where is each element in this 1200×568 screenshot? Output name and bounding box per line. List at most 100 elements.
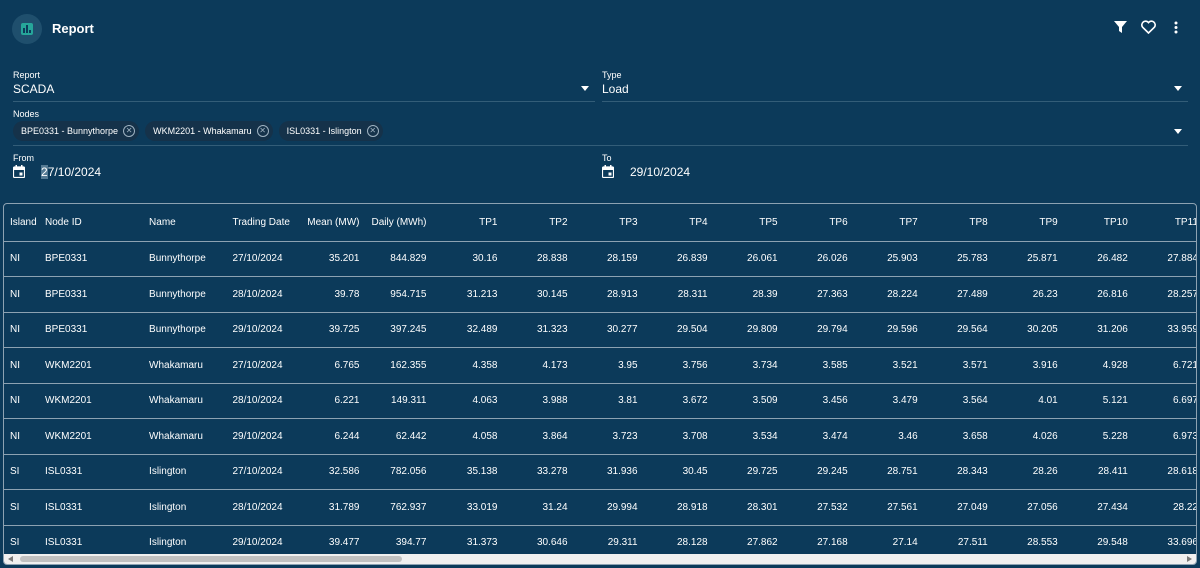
table-cell: 3.916 [993,347,1064,384]
page-title: Report [52,21,94,36]
column-header[interactable]: TP1 [432,204,504,242]
more-vert-icon[interactable] [1168,18,1184,36]
column-header[interactable]: TP7 [853,204,924,242]
table-cell: 26.482 [1063,241,1134,277]
data-table[interactable]: Island Node ID Name Trading Date Mean (MW) Da… [3,203,1197,565]
remove-chip-icon[interactable]: ✕ [366,125,379,137]
table-row[interactable]: NI WKM2201 Whakamaru 29/10/2024 6.244 62.442 4… [4,418,1196,455]
table-cell: BPE0331 [39,241,144,277]
table-row[interactable]: NI BPE0331 Bunnythorpe 28/10/2024 39.78 954.7… [4,276,1196,313]
table-row[interactable]: NI WKM2201 Whakamaru 28/10/2024 6.221 149.311… [4,383,1196,419]
table-row[interactable]: NI BPE0331 Bunnythorpe 27/10/2024 35.201 844.… [4,241,1196,277]
column-header[interactable]: TP5 [713,204,784,242]
table-cell: 28.22 [1133,489,1196,526]
column-header[interactable]: Node ID [39,204,144,242]
report-select[interactable]: Report SCADA [13,70,595,102]
node-chip[interactable]: ISL0331 - Islington ✕ [278,121,383,141]
from-date-field[interactable]: From 27/10/2024 [12,153,595,187]
nodes-label: Nodes [13,109,40,119]
table-row[interactable]: SI ISL0331 Islington 28/10/2024 31.789 762.93… [4,489,1196,526]
table-cell: 28.751 [853,454,924,490]
table-cell: 32.489 [432,312,504,348]
column-header[interactable]: Trading Date [226,204,299,242]
table-cell: 27.056 [993,489,1064,526]
to-label: To [602,153,612,163]
column-header[interactable]: TP2 [503,204,574,242]
column-header[interactable]: TP11 [1133,204,1196,242]
from-date-value[interactable]: 27/10/2024 [41,165,102,179]
table-row[interactable]: SI ISL0331 Islington 27/10/2024 32.586 782.05… [4,454,1196,490]
column-header[interactable]: TP8 [923,204,994,242]
column-header[interactable]: Island [4,204,40,242]
table-cell: 3.708 [643,418,714,455]
scroll-right-icon[interactable] [1187,556,1192,562]
to-date-value[interactable]: 29/10/2024 [630,165,691,179]
table-cell: 3.95 [573,347,644,384]
scroll-left-icon[interactable] [8,556,13,562]
table-cell: 29.994 [573,489,644,526]
table-row[interactable]: NI BPE0331 Bunnythorpe 29/10/2024 39.725 397.… [4,312,1196,348]
calendar-icon[interactable] [12,165,26,179]
table-cell: NI [4,241,40,277]
table-cell: 3.46 [853,418,924,455]
column-header[interactable]: TP4 [643,204,714,242]
table-cell: 4.173 [503,347,574,384]
node-chip[interactable]: WKM2201 - Whakamaru ✕ [145,121,273,141]
table-cell: 29.504 [643,312,714,348]
column-header[interactable]: TP10 [1063,204,1134,242]
table-cell: 27.434 [1063,489,1134,526]
table-cell: 5.121 [1063,383,1134,419]
table-cell: 28.301 [713,489,784,526]
table-cell: 33.278 [503,454,574,490]
to-date-field[interactable]: To 29/10/2024 [601,153,1188,187]
table-cell: NI [4,383,40,419]
from-label: From [13,153,34,163]
node-chip[interactable]: BPE0331 - Bunnythorpe ✕ [13,121,140,141]
type-select[interactable]: Type Load [602,70,1188,102]
type-value: Load [602,82,629,96]
remove-chip-icon[interactable]: ✕ [123,125,136,137]
table-cell: 32.586 [298,454,366,490]
type-label: Type [602,70,622,80]
table-cell: 6.973 [1133,418,1196,455]
report-app-icon [12,14,42,44]
table-cell: 26.061 [713,241,784,277]
table-cell: 28.411 [1063,454,1134,490]
report-value: SCADA [13,82,55,96]
table-cell: 31.323 [503,312,574,348]
column-header[interactable]: TP9 [993,204,1064,242]
horizontal-scrollbar[interactable] [4,554,1196,564]
table-cell: 39.725 [298,312,366,348]
table-cell: 30.205 [993,312,1064,348]
table-row[interactable]: NI WKM2201 Whakamaru 27/10/2024 6.765 162.355… [4,347,1196,384]
column-header[interactable]: Mean (MW) [298,204,366,242]
table-cell: NI [4,312,40,348]
table-cell: 149.311 [365,383,433,419]
table-cell: 31.24 [503,489,574,526]
nodes-select[interactable]: Nodes BPE0331 - Bunnythorpe ✕ WKM2201 - … [13,109,1188,146]
table-cell: 6.697 [1133,383,1196,419]
remove-chip-icon[interactable]: ✕ [256,125,269,137]
table-cell: 3.571 [923,347,994,384]
column-header[interactable]: Daily (MWh) [365,204,433,242]
table-cell: 27/10/2024 [226,454,299,490]
table-cell: WKM2201 [39,418,144,455]
table-cell: 39.78 [298,276,366,313]
scroll-thumb[interactable] [20,556,402,562]
table-cell: 29.794 [783,312,854,348]
table-cell: 30.45 [643,454,714,490]
table-cell: 28.311 [643,276,714,313]
column-header[interactable]: TP6 [783,204,854,242]
table-cell: 3.723 [573,418,644,455]
calendar-icon[interactable] [601,165,615,179]
table-cell: 3.479 [853,383,924,419]
column-header[interactable]: TP3 [573,204,644,242]
heart-icon[interactable] [1140,18,1156,36]
table-cell: 3.658 [923,418,994,455]
column-header[interactable]: Name [143,204,227,242]
filter-icon[interactable] [1112,18,1128,36]
table-cell: 28.918 [643,489,714,526]
table-cell: 3.456 [783,383,854,419]
table-cell: 162.355 [365,347,433,384]
table-cell: 29.725 [713,454,784,490]
